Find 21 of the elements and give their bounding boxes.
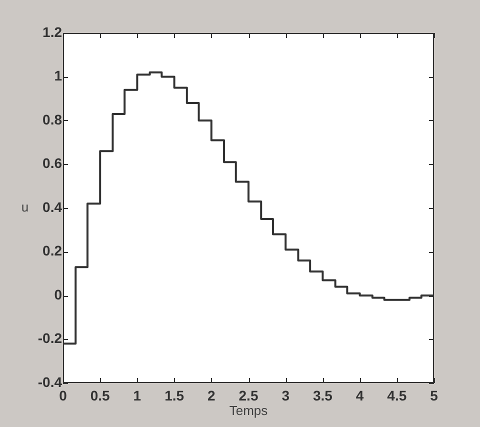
x-tick-label: 3.5 bbox=[312, 387, 333, 404]
x-tick-label: 3 bbox=[282, 387, 290, 404]
x-tick-label: 0.5 bbox=[90, 387, 110, 404]
x-tick-label: 2 bbox=[208, 387, 216, 404]
y-tick-label: 0 bbox=[54, 286, 62, 302]
x-axis-title: Temps bbox=[229, 402, 268, 418]
x-tick-label: 4.5 bbox=[387, 387, 407, 404]
y-tick-label: 1.2 bbox=[42, 24, 62, 40]
y-tick-label: 0.8 bbox=[42, 111, 62, 128]
y-tick-label: 0.2 bbox=[42, 242, 62, 259]
x-tick-label: 4 bbox=[356, 387, 364, 404]
x-tick-label: 2.5 bbox=[238, 387, 258, 404]
x-tick-label: 1 bbox=[133, 387, 142, 404]
y-tick-label: 0.6 bbox=[42, 155, 62, 172]
y-axis-title: u bbox=[21, 200, 29, 215]
y-tick-label: -0.4 bbox=[38, 374, 62, 390]
x-tick-label: 1.5 bbox=[164, 387, 184, 404]
x-tick-label: 5 bbox=[430, 387, 438, 404]
y-tick-label: 1 bbox=[54, 68, 62, 84]
y-tick-label: -0.2 bbox=[38, 330, 62, 346]
y-tick-label: 0.4 bbox=[42, 198, 62, 215]
